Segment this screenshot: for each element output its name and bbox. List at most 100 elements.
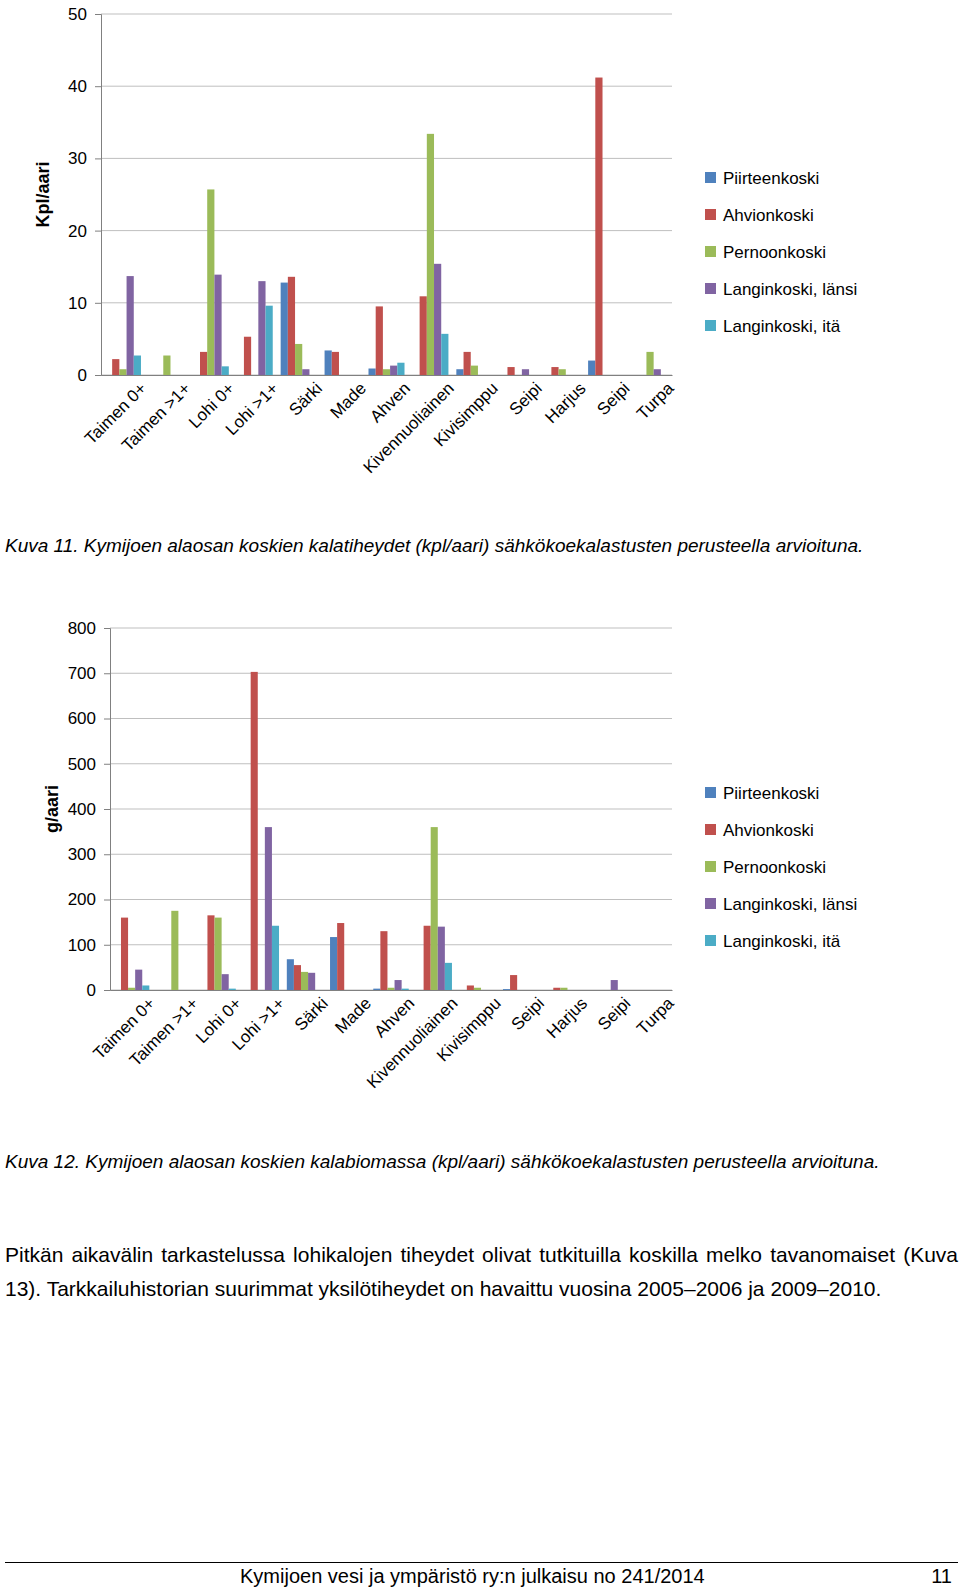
category-label: Harjus bbox=[543, 994, 591, 1042]
bar bbox=[325, 350, 332, 375]
bar bbox=[661, 990, 668, 991]
legend-swatch bbox=[705, 898, 716, 909]
footer-rule bbox=[5, 1562, 958, 1563]
bars bbox=[112, 78, 661, 375]
bar bbox=[427, 134, 434, 375]
bar bbox=[397, 363, 404, 375]
bar bbox=[380, 931, 387, 990]
y-axis: 01020304050 bbox=[68, 5, 101, 385]
y-axis-title: g/aari bbox=[42, 785, 62, 833]
bar bbox=[510, 975, 517, 990]
category-label: Seipi bbox=[508, 994, 548, 1034]
bar bbox=[517, 990, 524, 991]
bar bbox=[337, 923, 344, 990]
bar bbox=[478, 375, 485, 376]
bar bbox=[157, 990, 164, 991]
bar bbox=[142, 985, 149, 990]
bar bbox=[302, 369, 309, 375]
tick: 300 bbox=[68, 845, 110, 864]
bar bbox=[524, 990, 531, 991]
tick: Särki bbox=[285, 375, 326, 420]
bars bbox=[121, 672, 618, 990]
bar bbox=[272, 926, 279, 990]
tick-mark bbox=[95, 86, 101, 87]
bar bbox=[315, 990, 322, 991]
bar bbox=[237, 375, 244, 376]
tick-label: 30 bbox=[68, 149, 87, 168]
tick-label: 20 bbox=[68, 222, 87, 241]
tick-label: 800 bbox=[68, 619, 96, 638]
legend-swatch bbox=[705, 935, 716, 946]
bar bbox=[544, 375, 551, 376]
tick-label: 500 bbox=[68, 755, 96, 774]
tick: 20 bbox=[68, 222, 101, 241]
bar bbox=[661, 375, 668, 376]
tick: Lohi >1+ bbox=[228, 990, 288, 1054]
grid-line bbox=[101, 14, 672, 15]
legend-swatch bbox=[705, 787, 716, 798]
tick: Made bbox=[327, 375, 371, 422]
legend-entry: Piirteenkoski bbox=[723, 784, 819, 803]
bar bbox=[368, 369, 375, 375]
bar bbox=[551, 367, 558, 375]
bar bbox=[589, 990, 596, 991]
tick-mark bbox=[104, 990, 110, 991]
bar bbox=[265, 827, 272, 990]
bar bbox=[353, 375, 360, 376]
tick-mark bbox=[95, 14, 101, 15]
bar bbox=[332, 352, 339, 375]
tick-label: 200 bbox=[68, 890, 96, 909]
tick-mark bbox=[95, 303, 101, 304]
legend-entry: Pernoonkoski bbox=[723, 243, 826, 262]
category-label: Lohi >1+ bbox=[222, 379, 282, 439]
bar bbox=[258, 281, 265, 375]
bar bbox=[460, 990, 467, 991]
bar bbox=[207, 915, 214, 990]
bar bbox=[200, 352, 207, 375]
bar bbox=[301, 972, 308, 990]
grid-line bbox=[110, 854, 672, 855]
caption: Kuva 12. Kymijoen alaosan koskien kalabi… bbox=[5, 1149, 958, 1175]
bar bbox=[134, 356, 141, 375]
tick-mark bbox=[104, 945, 110, 946]
legend-swatch bbox=[705, 320, 716, 331]
caption: Kuva 11. Kymijoen alaosan koskien kalati… bbox=[5, 533, 958, 559]
bar bbox=[164, 990, 171, 991]
legend-entry: Langinkoski, länsi bbox=[723, 895, 857, 914]
tick-label: 50 bbox=[68, 5, 87, 24]
tick-mark bbox=[95, 158, 101, 159]
axis-line bbox=[102, 375, 673, 376]
tick: Turpa bbox=[633, 990, 678, 1038]
bar bbox=[485, 375, 492, 376]
tick: Taimen >1+ bbox=[118, 375, 194, 455]
bar bbox=[387, 988, 394, 990]
bar bbox=[559, 369, 566, 375]
tick: 10 bbox=[68, 294, 101, 313]
bar bbox=[611, 980, 618, 990]
bar bbox=[222, 366, 229, 375]
bar bbox=[412, 375, 419, 376]
tick-label: 600 bbox=[68, 709, 96, 728]
grid-line bbox=[110, 718, 672, 719]
tick: 30 bbox=[68, 149, 101, 168]
x-axis: Taimen 0+Taimen >1+Lohi 0+Lohi >1+SärkiM… bbox=[81, 375, 678, 477]
legend-entry: Ahvionkoski bbox=[723, 206, 814, 225]
bar bbox=[346, 375, 353, 376]
tick-mark bbox=[104, 809, 110, 810]
tick: 500 bbox=[68, 755, 110, 774]
tick-label: 100 bbox=[68, 936, 96, 955]
bar bbox=[617, 375, 624, 376]
bar bbox=[654, 369, 661, 375]
bar bbox=[156, 375, 163, 376]
bar bbox=[618, 990, 625, 991]
bar bbox=[112, 359, 119, 375]
tick-mark bbox=[104, 854, 110, 855]
bar bbox=[244, 990, 251, 991]
x-axis: Taimen 0+Taimen >1+Lohi 0+Lohi >1+SärkiM… bbox=[90, 990, 678, 1092]
bar bbox=[135, 970, 142, 990]
bar bbox=[358, 990, 365, 991]
bar bbox=[529, 375, 536, 376]
category-label: Harjus bbox=[541, 379, 589, 427]
bar bbox=[431, 827, 438, 990]
y-axis: 0100200300400500600700800 bbox=[68, 619, 111, 1000]
